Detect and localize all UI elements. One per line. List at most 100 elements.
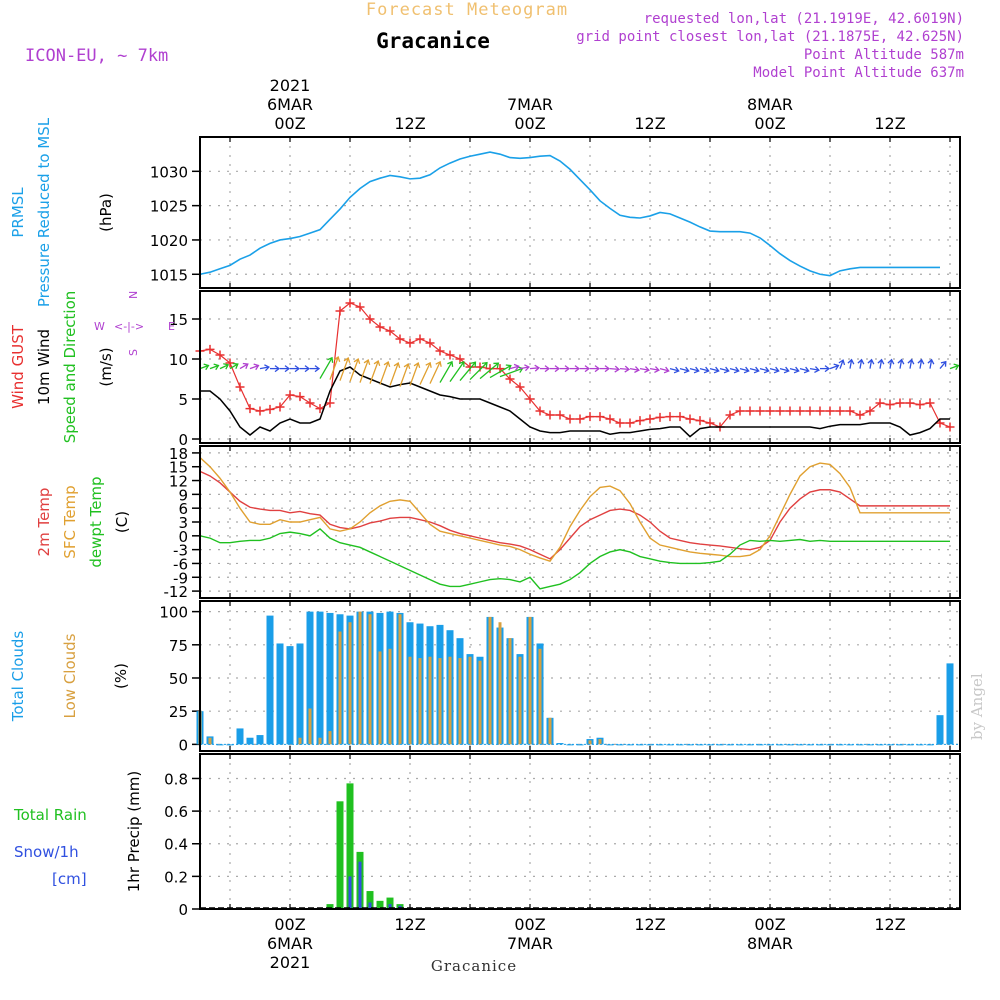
y-tick-label: 0	[178, 901, 188, 919]
low-cloud-bar	[468, 656, 472, 745]
wind-arrow	[479, 362, 500, 380]
total-cloud-bar	[246, 737, 254, 745]
y-tick-label: 0.8	[164, 770, 188, 788]
time-label: 6MAR	[267, 95, 313, 114]
gust-marker	[665, 412, 675, 422]
time-label: 7MAR	[507, 95, 553, 114]
time-label: 12Z	[634, 915, 665, 934]
gust-marker	[345, 298, 355, 308]
wind-arrow	[300, 365, 311, 373]
wind-arrow-shaft	[809, 367, 819, 371]
wind-speed-line	[200, 366, 950, 438]
wind-arrow-shaft	[329, 356, 339, 380]
y-tick-label: 50	[169, 670, 188, 688]
gust-marker	[305, 398, 315, 408]
wind-arrow	[789, 366, 800, 374]
wind-arrow	[540, 365, 551, 373]
wind-arrow-shaft	[349, 358, 359, 382]
gust-marker	[205, 344, 215, 354]
wind-arrow	[359, 359, 371, 383]
time-label: 6MAR	[267, 934, 313, 953]
wind-arrow	[550, 365, 561, 373]
gust-marker	[445, 350, 455, 360]
y-tick-label: 9	[178, 486, 188, 504]
wind-arrow	[389, 362, 401, 386]
y-tick-label: 0.4	[164, 836, 188, 854]
wind-arrow-shaft	[869, 359, 873, 369]
wind-arrow-shaft	[619, 367, 630, 371]
wind-arrow	[319, 356, 334, 379]
wind-arrow-head	[253, 363, 260, 371]
gust-marker	[655, 412, 665, 422]
total-cloud-bar	[266, 615, 274, 745]
gust-marker	[805, 406, 815, 416]
time-label: 8MAR	[747, 934, 793, 953]
wind-arrow-shaft	[909, 359, 913, 369]
wind-arrow-shaft	[899, 359, 903, 369]
wind-arrow	[439, 360, 454, 383]
wind-arrow-head	[614, 365, 621, 373]
wind-arrow	[749, 366, 760, 374]
wind-arrow-shaft	[399, 363, 409, 387]
snow-bar	[358, 861, 362, 909]
time-label: 12Z	[394, 114, 425, 133]
wind-arrow-shaft	[939, 361, 947, 370]
wind-arrow	[779, 366, 790, 374]
gust-marker	[625, 418, 635, 428]
gust-marker	[835, 406, 845, 416]
gust-marker	[425, 338, 435, 348]
gust-marker	[675, 412, 685, 422]
precip-panel: 0 0.2 0.4 0.6 0.8 Total Rain Snow/1h [cm] 1hr Pr…	[13, 753, 961, 919]
gust-marker	[795, 406, 805, 416]
y-tick-label: 12	[169, 473, 188, 491]
wind-arrow-head	[425, 361, 432, 368]
wind-arrow-head	[753, 366, 760, 374]
axis-label: (m/s)	[97, 347, 115, 386]
axis-label: 1hr Precip (mm)	[125, 771, 143, 892]
panel-frame	[199, 753, 961, 910]
wind-arrow-head	[203, 363, 210, 371]
wind-arrow-shaft	[239, 363, 249, 370]
gust-marker	[505, 374, 515, 384]
wind-arrow-shaft	[799, 367, 809, 372]
wind-arrow-head	[663, 366, 670, 374]
wind-arrow-head	[470, 361, 477, 368]
gust-marker	[605, 414, 615, 424]
wind-arrow-shaft	[679, 367, 689, 372]
low-cloud-bar	[348, 622, 352, 745]
gust-marker	[215, 350, 225, 360]
wind-arrow	[339, 357, 351, 381]
low-cloud-bar	[448, 656, 452, 745]
wind-arrow-shaft	[839, 359, 844, 369]
wind-arrow	[419, 361, 432, 385]
wind-arrow	[897, 358, 905, 369]
wind-arrow	[829, 363, 840, 371]
low-cloud-bar	[408, 656, 412, 745]
low-cloud-bar	[378, 651, 382, 745]
y-tick-label: 1020	[150, 232, 188, 250]
wind-arrow-head	[713, 366, 720, 374]
gust-marker	[765, 406, 775, 416]
axis-label: Wind GUST	[9, 324, 27, 409]
y-tick-label: 0	[178, 431, 188, 449]
wind-arrow	[259, 364, 270, 372]
gust-marker	[385, 326, 395, 336]
wind-arrow-shaft	[409, 362, 419, 386]
wind-arrow	[369, 360, 381, 384]
wind-arrow-shaft	[609, 367, 620, 371]
wind-arrow	[290, 365, 301, 373]
low-cloud-bar	[318, 737, 322, 745]
time-label: 12Z	[874, 114, 905, 133]
wind-arrow-head	[274, 365, 281, 373]
gust-marker	[355, 302, 365, 312]
wind-arrow	[917, 358, 925, 369]
wind-arrow-shaft	[229, 363, 239, 370]
wind-arrow-head	[333, 356, 341, 363]
gust-marker	[635, 416, 645, 426]
wind-arrow	[927, 358, 935, 369]
wind-arrow-shaft	[469, 362, 488, 381]
wind-arrow-head	[213, 363, 220, 371]
wind-arrow-head	[773, 366, 780, 374]
